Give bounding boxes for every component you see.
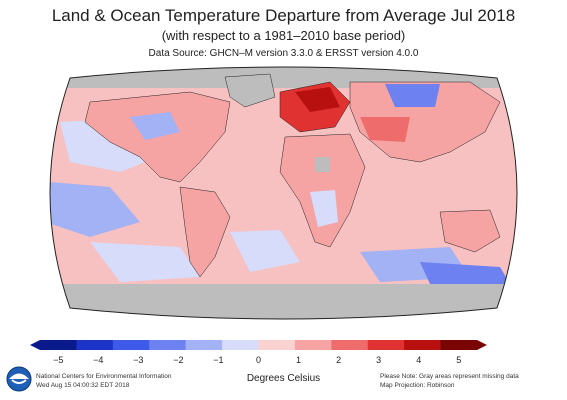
- color-scale-tick-label: −5: [53, 355, 64, 365]
- color-scale-tick-label: 5: [456, 355, 462, 365]
- cool-patch-south-indian: [420, 262, 510, 284]
- map-outline: [49, 66, 518, 320]
- color-scale-swatch: [112, 340, 150, 350]
- cool-region-africa: [310, 190, 338, 227]
- color-scale-tick-label: −3: [133, 355, 144, 365]
- footer-note: Please Note: Gray areas represent missin…: [380, 373, 519, 380]
- color-scale-swatch: [404, 340, 442, 350]
- color-scale-arrow-high: [477, 340, 487, 350]
- missing-data-africa: [315, 157, 330, 172]
- color-scale-swatch: [258, 340, 296, 350]
- color-scale-arrow-low: [30, 340, 40, 350]
- color-scale-tick-label: 1: [296, 355, 302, 365]
- color-scale-swatch: [440, 340, 478, 350]
- data-source: Data Source: GHCN–M version 3.3.0 & ERSS…: [148, 48, 419, 59]
- color-scale-tick-label: 3: [376, 355, 382, 365]
- footer-right: Please Note: Gray areas represent missin…: [380, 372, 519, 390]
- hot-spot-asia: [360, 117, 410, 142]
- color-scale-swatch: [185, 340, 223, 350]
- footer-org: National Centers for Environmental Infor…: [36, 373, 172, 380]
- color-scale-tick-label: −2: [173, 355, 184, 365]
- footer-left: National Centers for Environmental Infor…: [36, 372, 171, 390]
- noaa-logo-icon: [6, 366, 32, 392]
- color-scale-tick-label: −1: [213, 355, 224, 365]
- missing-data-antarctic: [50, 284, 517, 319]
- cool-patch-south-pacific: [90, 242, 200, 282]
- color-scale-swatch: [40, 340, 77, 350]
- cool-patch-pacific: [50, 182, 140, 237]
- color-scale-tick-label: 0: [255, 355, 261, 365]
- color-scale-swatch: [76, 340, 114, 350]
- units-label: Degrees Celsius: [246, 373, 321, 384]
- color-scale-swatch: [367, 340, 405, 350]
- cool-patch-south-atlantic: [230, 230, 300, 272]
- temperature-anomaly-map: [49, 66, 518, 320]
- cool-region-north-america: [130, 112, 180, 140]
- asia: [349, 81, 501, 163]
- color-scale-bar: [30, 340, 487, 350]
- color-scale-tick-label: 2: [336, 355, 342, 365]
- color-scale-swatch: [149, 340, 187, 350]
- page-subtitle: (with respect to a 1981–2010 base period…: [161, 28, 406, 43]
- africa: [279, 133, 366, 248]
- color-scale-swatch: [331, 340, 369, 350]
- color-scale-tick-label: 4: [416, 355, 422, 365]
- color-scale-swatch: [222, 340, 259, 350]
- hot-spot-europe: [295, 87, 340, 112]
- footer-projection: Map Projection: Robinson: [380, 382, 455, 389]
- color-scale-swatch: [294, 340, 332, 350]
- page-title: Land & Ocean Temperature Departure from …: [51, 6, 516, 25]
- color-scale-tick-label: −4: [93, 355, 104, 365]
- greenland: [224, 73, 276, 108]
- footer-timestamp: Wed Aug 15 04:00:32 EDT 2018: [36, 382, 130, 389]
- australia: [439, 209, 501, 253]
- south-america: [179, 186, 231, 278]
- cool-region-siberia: [385, 84, 440, 107]
